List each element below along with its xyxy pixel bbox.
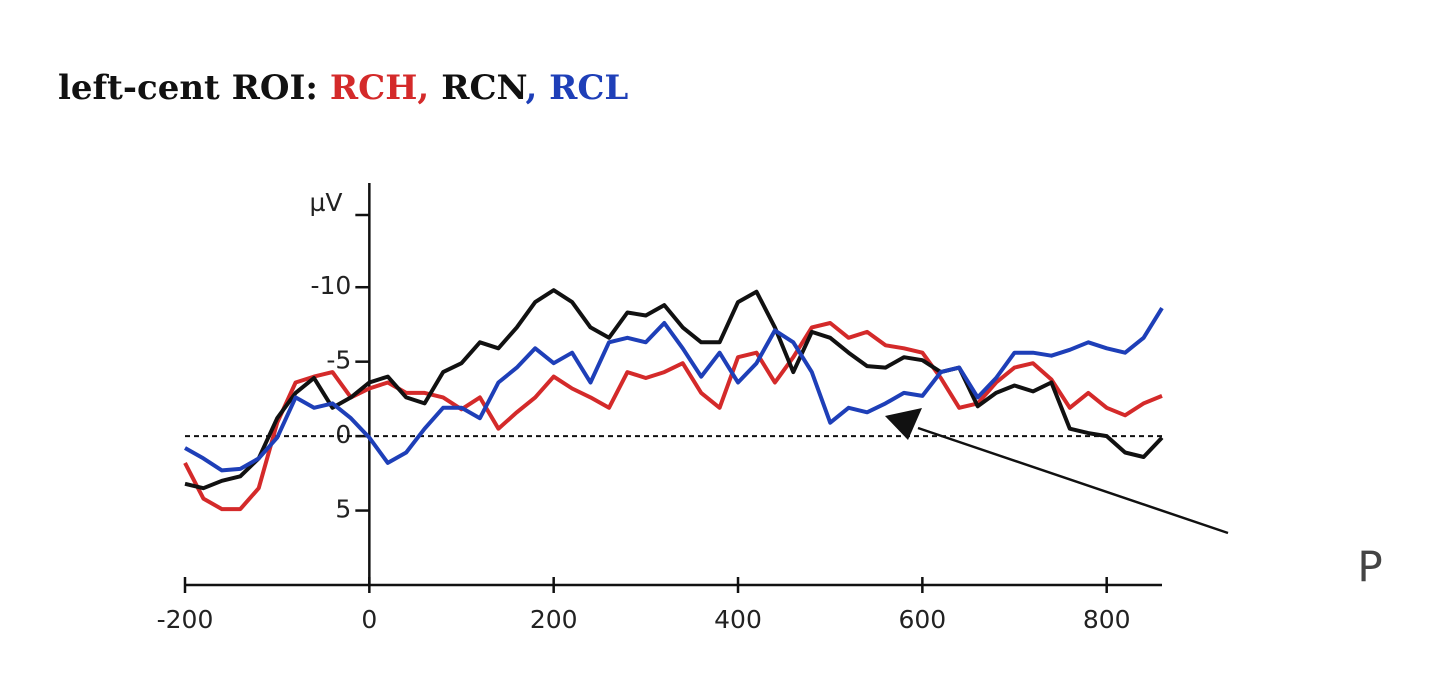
x-tick-label: 800: [1083, 605, 1131, 634]
x-tick-label: 200: [530, 605, 578, 634]
y-axis-label: µV: [309, 188, 342, 217]
x-tick-label: 400: [714, 605, 762, 634]
arrow-line: [917, 426, 1229, 535]
x-tick-label: 0: [361, 605, 377, 634]
annotation: P: [1357, 543, 1382, 592]
title-part: RCH,: [330, 68, 429, 108]
y-tick-label: -5: [326, 346, 351, 375]
x-tick-label: -200: [157, 605, 214, 634]
y-tick-label: -10: [310, 271, 351, 300]
series-line: [184, 288, 1164, 491]
title-part: , RCL: [525, 68, 628, 108]
y-tick-label: 5: [335, 495, 351, 524]
x-tick-label: 600: [898, 605, 946, 634]
y-tick-label: 0: [335, 420, 351, 449]
chart-title: left-cent ROI: RCH, RCN, RCL: [58, 68, 628, 108]
title-part: left-cent ROI:: [58, 68, 318, 108]
title-part: RCN: [441, 68, 526, 108]
series-line: [184, 307, 1164, 473]
series-line: [183, 321, 1163, 512]
arrow-head: [885, 408, 922, 440]
